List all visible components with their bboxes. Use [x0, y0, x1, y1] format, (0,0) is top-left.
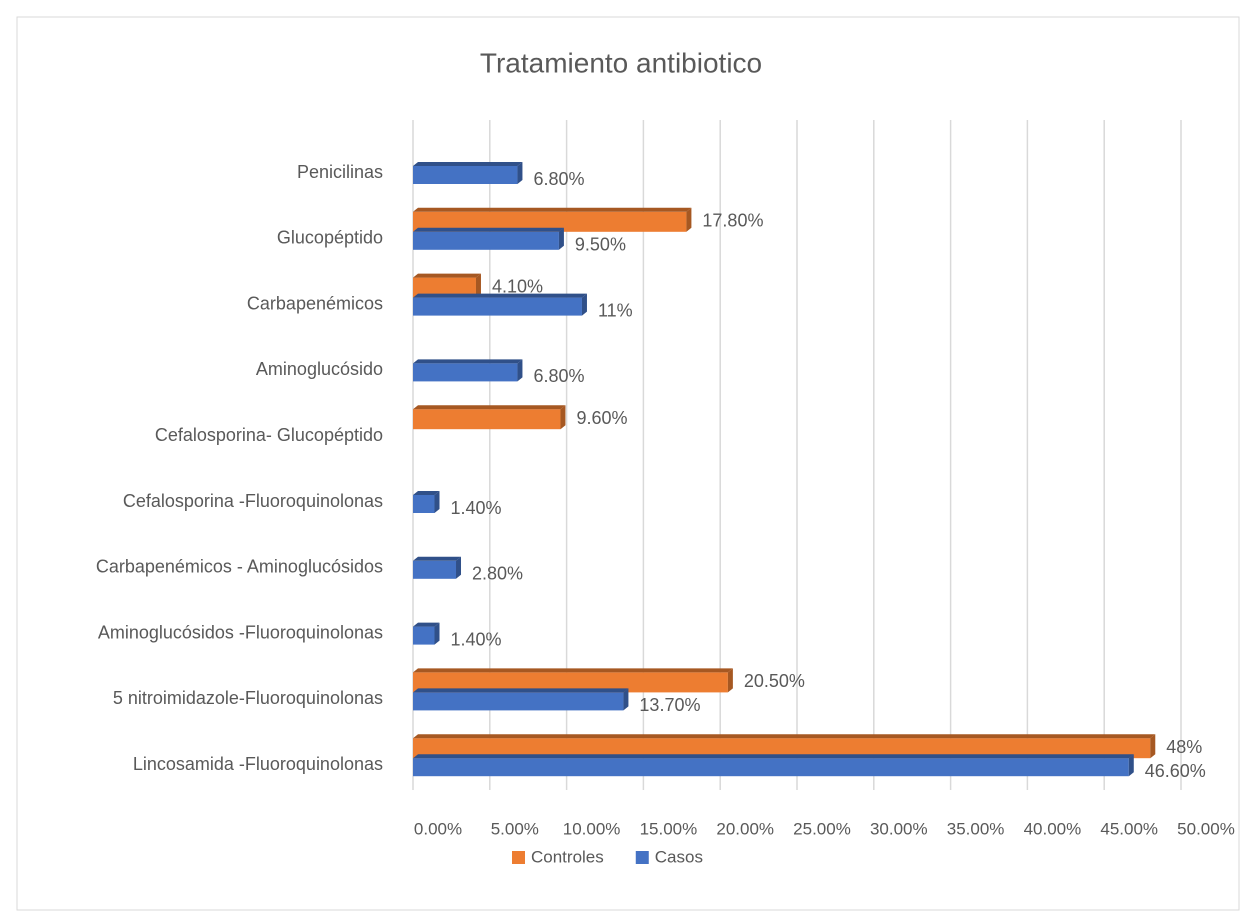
y-tick-label: 5 nitroimidazole-Fluoroquinolonas — [113, 688, 383, 708]
bar — [413, 363, 518, 382]
y-tick-label: Aminoglucósido — [256, 359, 383, 379]
legend-swatch — [512, 851, 525, 864]
bar-top — [413, 227, 564, 232]
legend-label: Casos — [655, 847, 703, 866]
data-label: 17.80% — [702, 211, 763, 231]
data-label: 13.70% — [639, 695, 700, 715]
x-tick-label: 15.00% — [640, 819, 698, 838]
bar-top — [413, 688, 629, 693]
chart-title: Tratamiento antibiotico — [480, 47, 762, 78]
y-tick-label: Carbapenémicos — [247, 293, 383, 313]
x-tick-label: 35.00% — [947, 819, 1005, 838]
data-label: 46.60% — [1145, 761, 1206, 781]
bar — [413, 277, 476, 298]
x-tick-label: 45.00% — [1100, 819, 1158, 838]
y-tick-label: Penicilinas — [297, 162, 383, 182]
bar-top — [413, 273, 481, 278]
y-tick-label: Lincosamida -Fluoroquinolonas — [133, 754, 383, 774]
bar — [413, 166, 518, 184]
bar-top — [413, 293, 587, 298]
y-tick-label: Cefalosporina -Fluoroquinolonas — [123, 491, 383, 511]
x-tick-label: 30.00% — [870, 819, 928, 838]
bar — [413, 672, 728, 693]
bar — [413, 626, 435, 645]
bar — [413, 211, 687, 232]
data-label: 1.40% — [451, 629, 502, 649]
data-label: 6.80% — [533, 169, 584, 189]
x-tick-label: 50.00% — [1177, 819, 1235, 838]
data-label: 6.80% — [533, 366, 584, 386]
bar-side — [456, 556, 462, 579]
bar-top — [413, 622, 440, 627]
bar — [413, 560, 457, 579]
data-label: 1.40% — [451, 498, 502, 518]
bar-side — [1128, 754, 1134, 777]
x-tick-label: 20.00% — [716, 819, 774, 838]
bar-side — [581, 293, 587, 316]
bar-top — [413, 207, 692, 212]
x-tick-label: 0.00% — [414, 819, 462, 838]
bar-top — [413, 734, 1156, 739]
bar-side — [560, 405, 566, 430]
bar — [413, 758, 1129, 777]
data-label: 11% — [598, 300, 633, 320]
bar-side — [558, 227, 564, 250]
bar — [413, 738, 1151, 759]
bar-top — [413, 754, 1134, 759]
bar — [413, 231, 559, 250]
bar-side — [434, 622, 440, 645]
bar-top — [413, 405, 566, 410]
bar — [413, 692, 624, 711]
data-label: 4.10% — [492, 276, 543, 296]
x-tick-label: 40.00% — [1024, 819, 1082, 838]
data-label: 20.50% — [744, 671, 805, 691]
bar-top — [413, 491, 440, 495]
bar-top — [413, 668, 733, 673]
x-tick-label: 25.00% — [793, 819, 851, 838]
data-label: 2.80% — [472, 564, 523, 584]
bar-top — [413, 162, 523, 166]
bar-top — [413, 359, 523, 364]
bar-top — [413, 556, 462, 561]
y-tick-label: Cefalosporina- Glucopéptido — [155, 425, 383, 445]
bar-side — [475, 273, 481, 298]
x-tick-label: 10.00% — [563, 819, 621, 838]
y-tick-label: Aminoglucósidos -Fluoroquinolonas — [98, 622, 383, 642]
bar-side — [1150, 734, 1156, 759]
data-label: 9.60% — [576, 408, 627, 428]
bar — [413, 409, 561, 430]
data-label: 48% — [1166, 737, 1202, 757]
data-label: 9.50% — [575, 235, 626, 255]
bar-side — [517, 162, 523, 184]
y-tick-label: Glucopéptido — [277, 228, 383, 248]
legend-swatch — [635, 851, 649, 864]
bar-side — [686, 207, 692, 232]
y-tick-label: Carbapenémicos - Aminoglucósidos — [96, 557, 383, 577]
x-tick-label: 5.00% — [491, 819, 539, 838]
bar-side — [623, 688, 629, 711]
bar — [413, 297, 582, 316]
bar-side — [517, 359, 523, 382]
bar — [413, 495, 435, 513]
bar-side — [727, 668, 733, 693]
legend-label: Controles — [531, 847, 604, 866]
bar-side — [434, 491, 440, 513]
